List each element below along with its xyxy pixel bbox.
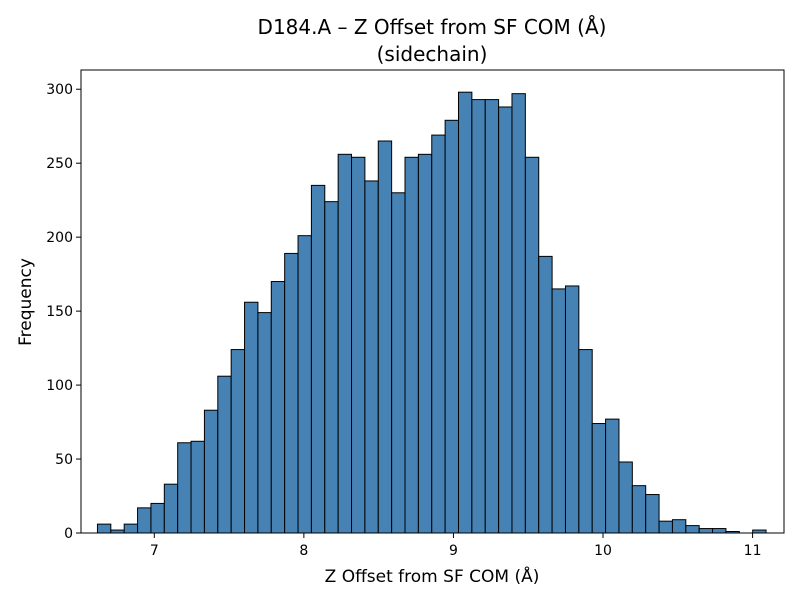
- histogram-bar: [658, 520, 673, 534]
- y-tick-label: 150: [46, 304, 73, 320]
- histogram-bar: [284, 252, 299, 534]
- histogram-bar: [377, 140, 393, 534]
- y-tick-label: 250: [46, 156, 73, 172]
- bars: [96, 91, 767, 534]
- histogram-bar: [431, 134, 446, 534]
- chart-subtitle: (sidechain): [377, 42, 488, 66]
- histogram-bar: [96, 523, 112, 534]
- y-tick-label: 100: [46, 378, 73, 394]
- histogram-bar: [310, 184, 326, 534]
- y-axis: 0 50 100 150 200 250 300: [46, 82, 81, 542]
- histogram-bar: [190, 440, 205, 534]
- histogram-bar: [123, 523, 139, 534]
- histogram-bar: [471, 99, 486, 534]
- histogram-bar: [177, 442, 192, 534]
- x-tick-label: 7: [150, 543, 159, 559]
- x-axis: 7 8 9 10 11: [150, 533, 762, 559]
- histogram-bar: [364, 180, 379, 534]
- histogram-bar: [578, 349, 593, 534]
- histogram-bar: [351, 156, 366, 534]
- histogram-bar: [337, 153, 353, 534]
- x-tick-label: 10: [594, 543, 612, 559]
- histogram-bar: [163, 483, 179, 534]
- histogram-bar: [203, 409, 219, 534]
- x-axis-label: Z Offset from SF COM (Å): [325, 565, 540, 587]
- histogram-bar: [391, 192, 406, 534]
- histogram-bar: [671, 519, 687, 534]
- histogram-bar: [591, 423, 607, 534]
- histogram-bar: [484, 99, 500, 534]
- y-tick-label: 50: [55, 452, 73, 468]
- histogram-bar: [324, 201, 339, 534]
- histogram-bar: [645, 494, 660, 534]
- histogram-bar: [564, 285, 580, 534]
- histogram-bar: [404, 156, 419, 534]
- histogram-bar: [257, 312, 272, 534]
- histogram-bar: [150, 502, 165, 534]
- chart-title: D184.A – Z Offset from SF COM (Å): [258, 15, 607, 39]
- y-tick-label: 200: [46, 230, 73, 246]
- histogram-bar: [618, 461, 633, 534]
- histogram-bar: [244, 301, 259, 534]
- y-axis-label: Frequency: [16, 258, 36, 346]
- x-tick-label: 8: [299, 543, 308, 559]
- histogram-bar: [457, 91, 473, 534]
- histogram-bar: [297, 235, 312, 534]
- histogram-bar: [524, 156, 540, 534]
- histogram-bar: [417, 153, 433, 534]
- histogram-bar: [712, 528, 727, 534]
- y-tick-label: 300: [46, 82, 73, 98]
- histogram-bar: [444, 119, 459, 534]
- histogram-bar: [631, 485, 647, 534]
- histogram-bar: [605, 418, 620, 534]
- x-tick-label: 11: [744, 543, 762, 559]
- histogram-bar: [217, 375, 232, 534]
- histogram-bar: [698, 528, 714, 534]
- histogram-bar: [511, 93, 526, 534]
- histogram-bar: [685, 525, 700, 534]
- histogram-bar: [538, 255, 553, 534]
- histogram-bar: [137, 507, 152, 534]
- histogram-bar: [551, 288, 566, 534]
- histogram-bar: [230, 349, 246, 534]
- y-tick-label: 0: [64, 526, 73, 542]
- histogram-bar: [270, 281, 286, 534]
- plot-frame: [80, 69, 785, 534]
- x-tick-label: 9: [449, 543, 458, 559]
- histogram-bar: [498, 106, 513, 534]
